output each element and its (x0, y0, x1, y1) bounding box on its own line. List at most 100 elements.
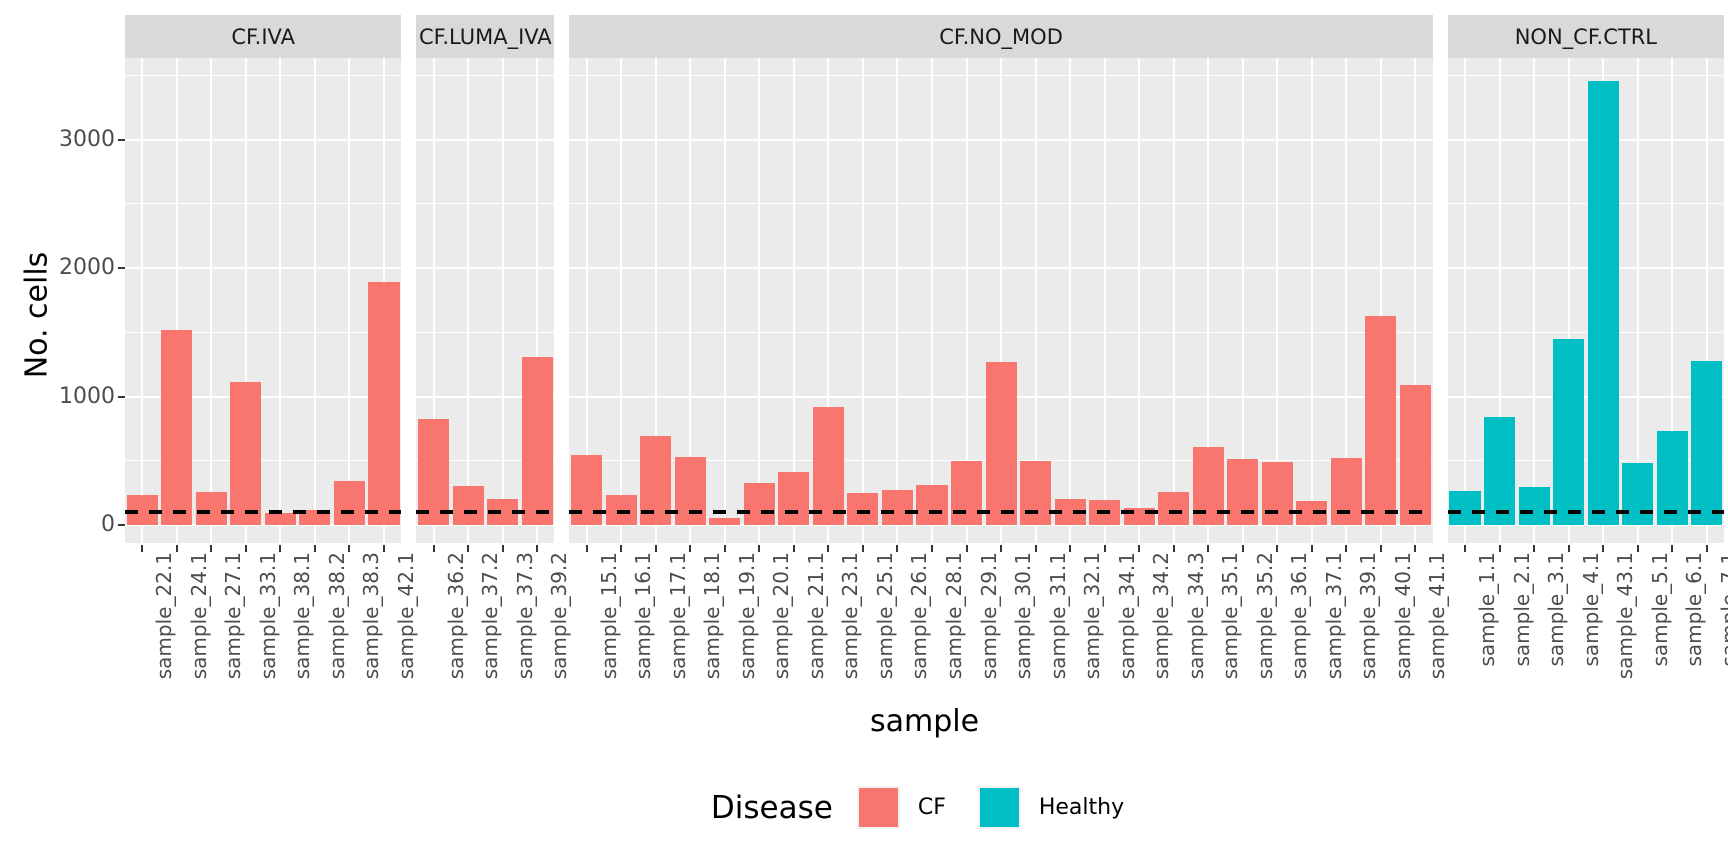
bar-sample_43.1 (1587, 81, 1619, 526)
gridline-vertical (1671, 58, 1674, 543)
x-axis-labels: sample_36.2 sample_37.2 sample_37.3 sample_… (416, 552, 572, 704)
y-tick-label: 2000 (59, 255, 115, 281)
gridline-major (125, 267, 402, 270)
x-tick-mark (723, 545, 726, 552)
bar-sample_4.1 (1553, 338, 1585, 526)
legend-label: Healthy (1038, 795, 1125, 820)
gridline-vertical (175, 58, 178, 543)
bar-sample_30.1 (985, 361, 1017, 526)
x-tick-label: sample_2.1 (1509, 552, 1534, 667)
gridline-vertical (1414, 58, 1417, 543)
y-tick-mark (118, 395, 125, 398)
gridline-vertical (1241, 58, 1244, 543)
gridline-major (1447, 138, 1724, 141)
bar-sample_38.1 (264, 512, 296, 526)
x-tick-mark (758, 545, 761, 552)
y-tick-mark (118, 138, 125, 141)
x-axis-labels: sample_1.1 sample_2.1 sample_3.1 sample_4.1… (1448, 552, 1728, 704)
x-tick-label: sample_40.1 (1390, 552, 1415, 680)
x-tick-mark (1705, 545, 1708, 552)
x-tick-label: sample_3.1 (1544, 552, 1569, 667)
gridline-vertical (141, 58, 144, 543)
gridline-minor (1447, 203, 1724, 205)
bar-sample_20.1 (743, 483, 775, 526)
x-tick-label: sample_24.1 (186, 552, 211, 680)
x-axis-ticks (1448, 543, 1724, 552)
threshold-dashed-line (1447, 510, 1724, 515)
gridline-vertical (827, 58, 830, 543)
x-tick-label: sample_21.1 (803, 552, 828, 680)
x-tick-label: sample_38.2 (324, 552, 349, 680)
x-tick-mark (965, 545, 968, 552)
x-tick-mark (1533, 545, 1536, 552)
x-axis-labels: sample_15.1 sample_16.1 sample_17.1 sample_… (569, 552, 1450, 704)
bar-sample_15.1 (571, 455, 603, 526)
bar-sample_19.1 (709, 517, 741, 526)
x-tick-label: sample_41.1 (1425, 552, 1450, 680)
gridline-vertical (689, 58, 692, 543)
gridline-vertical (1533, 58, 1536, 543)
gridline-major (416, 267, 555, 270)
x-tick-mark (1069, 545, 1072, 552)
bar-sample_27.1 (195, 491, 227, 526)
facet-CF.IVA: CF.IVA sample_22.1 sample_24.1 sample_27.1 s… (125, 15, 418, 704)
gridline-vertical (654, 58, 657, 543)
x-tick-label: sample_35.2 (1252, 552, 1277, 680)
gridline-vertical (861, 58, 864, 543)
bar-sample_7.1 (1691, 361, 1723, 526)
bar-sample_39.1 (1330, 458, 1362, 526)
x-tick-mark (1310, 545, 1313, 552)
gridline-vertical (896, 58, 899, 543)
x-tick-mark (501, 545, 504, 552)
bar-sample_2.1 (1483, 417, 1516, 526)
facet-NON_CF.CTRL: NON_CF.CTRL sample_1.1 sample_2.1 sample_3.… (1447, 15, 1728, 704)
gridline-vertical (1138, 58, 1141, 543)
x-tick-mark (861, 545, 864, 552)
gridline-vertical (1379, 58, 1382, 543)
gridline-minor (1447, 331, 1724, 333)
gridline-vertical (758, 58, 761, 543)
bar-sample_39.2 (521, 357, 553, 526)
bar-sample_3.1 (1518, 487, 1550, 526)
bar-sample_41.1 (1399, 384, 1431, 526)
bar-sample_6.1 (1656, 431, 1688, 526)
x-tick-mark (432, 545, 435, 552)
gridline-minor (1447, 460, 1724, 462)
x-tick-label: sample_26.1 (907, 552, 932, 680)
x-tick-mark (620, 545, 623, 552)
gridline-vertical (931, 58, 933, 543)
gridline-major (125, 138, 402, 141)
x-tick-label: sample_43.1 (1613, 552, 1638, 680)
gridline-vertical (1310, 58, 1313, 543)
gridline-major (1447, 267, 1724, 270)
y-axis: 0 1000 2000 3000 (0, 15, 125, 704)
x-tick-mark (1671, 545, 1674, 552)
x-tick-mark (1379, 545, 1382, 552)
bar-sample_23.1 (812, 406, 844, 526)
gridline-vertical (1464, 58, 1466, 543)
x-tick-label: sample_36.1 (1287, 552, 1312, 680)
x-tick-mark (827, 545, 830, 552)
legend-items: CF Healthy (856, 786, 1138, 829)
bar-sample_38.3 (333, 481, 365, 526)
y-tick-label: 1000 (59, 383, 115, 409)
x-tick-label: sample_39.1 (1356, 552, 1381, 680)
gridline-minor (416, 74, 555, 76)
bar-sample_29.1 (950, 460, 983, 526)
x-axis-ticks (569, 543, 1432, 552)
x-tick-label: sample_5.1 (1647, 552, 1672, 667)
x-axis-labels: sample_22.1 sample_24.1 sample_27.1 sample_… (125, 552, 418, 704)
gridline-vertical (1636, 58, 1639, 543)
bar-sample_26.1 (881, 490, 913, 526)
x-tick-label: sample_35.1 (1218, 552, 1243, 680)
x-tick-label: sample_15.1 (596, 552, 621, 680)
x-tick-label: sample_16.1 (631, 552, 656, 680)
gridline-vertical (501, 58, 504, 543)
x-tick-mark (536, 545, 539, 552)
y-tick-mark (118, 524, 125, 527)
facet-panel (125, 58, 402, 543)
x-tick-label: sample_27.1 (221, 552, 246, 680)
x-axis-ticks (416, 543, 554, 552)
gridline-minor (416, 331, 555, 333)
x-tick-mark (467, 545, 470, 552)
